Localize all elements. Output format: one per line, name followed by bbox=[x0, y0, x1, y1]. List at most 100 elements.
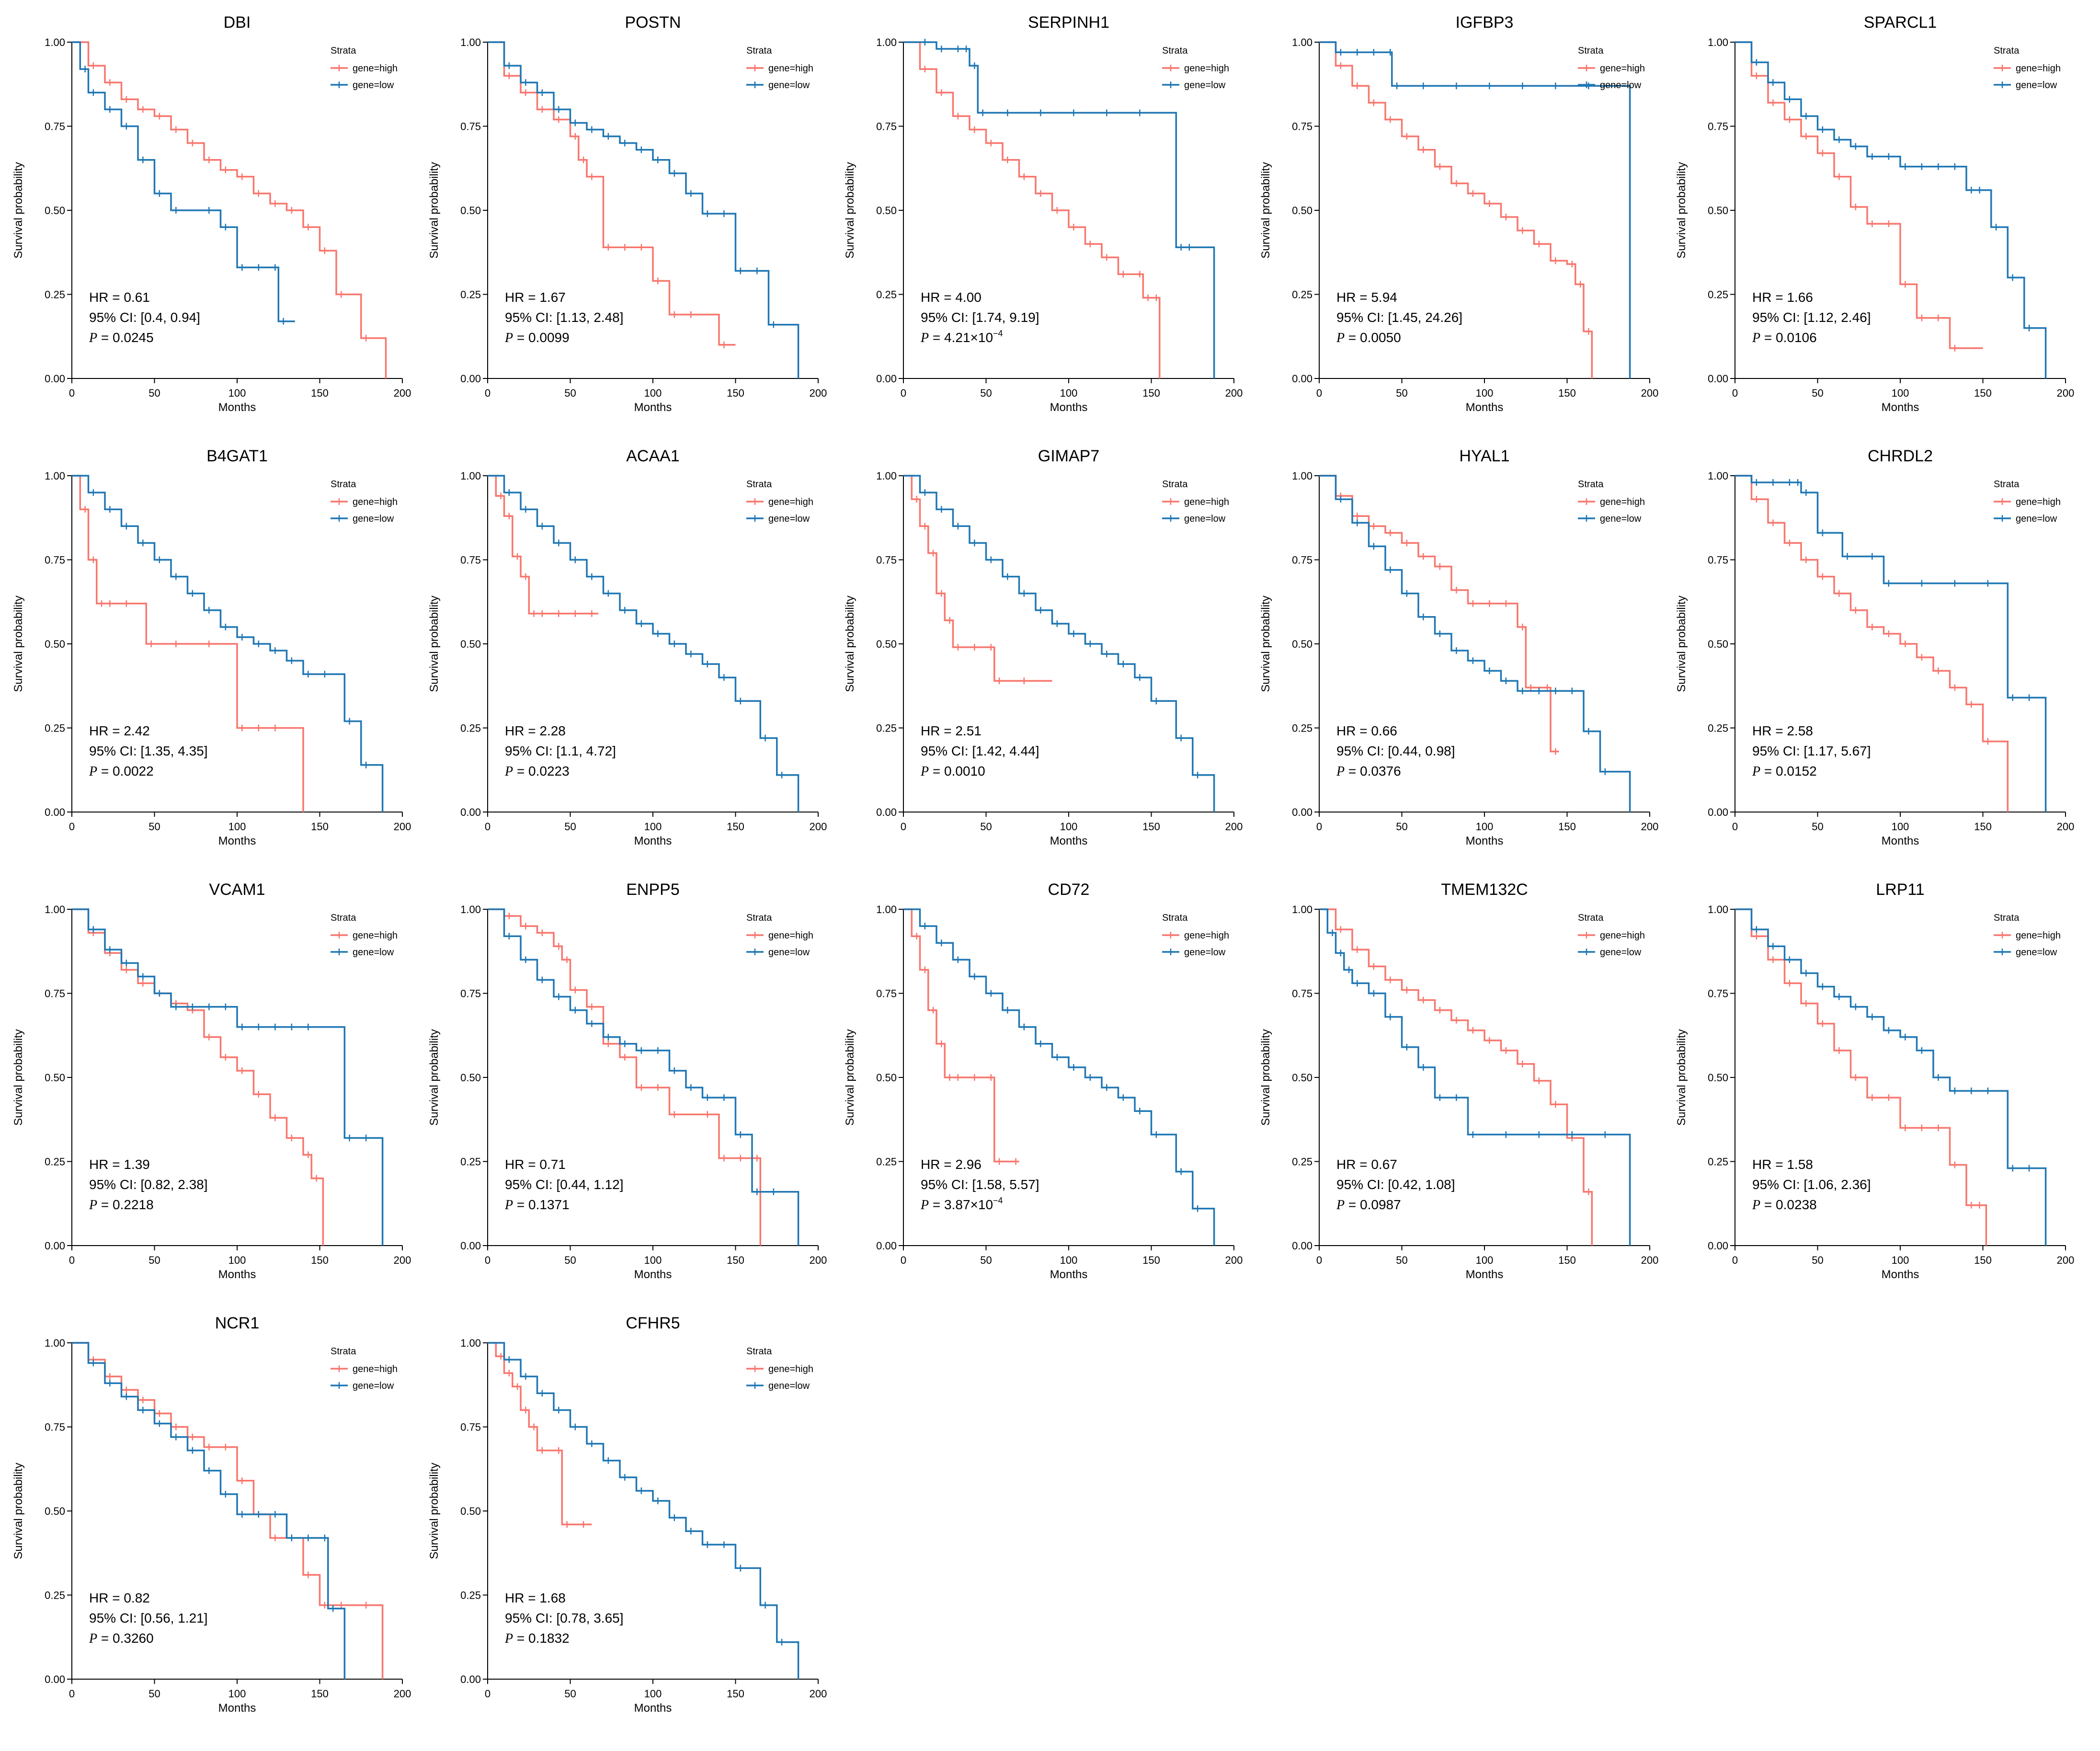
legend-label-low: gene=low bbox=[2016, 80, 2057, 91]
y-tick-label: 1.00 bbox=[1292, 36, 1312, 48]
legend-title: Strata bbox=[746, 913, 772, 923]
x-axis-label: Months bbox=[634, 1268, 672, 1281]
x-tick-label: 200 bbox=[1225, 821, 1243, 833]
p-value-text: = 0.0223 bbox=[513, 764, 570, 778]
km-curve-high bbox=[903, 908, 1019, 1163]
ci-annotation: 95% CI: [1.1, 4.72] bbox=[505, 744, 616, 758]
x-tick-label: 200 bbox=[810, 1688, 827, 1700]
km-curve-high bbox=[1319, 908, 1593, 1246]
hr-annotation: HR = 1.39 bbox=[89, 1157, 150, 1172]
y-tick-label: 1.00 bbox=[1292, 470, 1312, 482]
ci-annotation: 95% CI: [0.4, 0.94] bbox=[89, 310, 200, 325]
legend-label-low: gene=low bbox=[1184, 514, 1226, 524]
km-curve-high bbox=[488, 1342, 592, 1525]
y-tick-label: 0.50 bbox=[45, 1505, 65, 1517]
x-tick-label: 100 bbox=[644, 1688, 662, 1700]
p-symbol: P bbox=[504, 1631, 513, 1646]
legend-title: Strata bbox=[331, 479, 356, 490]
x-tick-label: 100 bbox=[1060, 821, 1078, 833]
p-symbol: P bbox=[504, 1198, 513, 1213]
km-panel-lrp11: LRP11 0 50 100 150 200 0.00 0.25 0.50 0.75 1.00 Mon… bbox=[1675, 881, 2074, 1281]
x-tick-label: 150 bbox=[311, 1688, 329, 1700]
chart-title: VCAM1 bbox=[209, 881, 265, 899]
km-curve-low bbox=[1735, 475, 2047, 812]
legend: Strata gene=high gene=low bbox=[746, 1346, 813, 1391]
km-panel-serpinh1: SERPINH1 0 50 100 150 200 0.00 0.25 0.50 0.75 1.00… bbox=[844, 13, 1243, 414]
y-tick-label: 1.00 bbox=[45, 470, 65, 482]
legend-label-low: gene=low bbox=[1600, 80, 1642, 91]
legend-label-low: gene=low bbox=[1600, 514, 1642, 524]
km-curve-low bbox=[1735, 908, 2047, 1246]
y-tick-label: 0.00 bbox=[460, 373, 481, 385]
y-tick-label: 0.00 bbox=[460, 806, 481, 818]
hr-annotation: HR = 1.58 bbox=[1752, 1157, 1813, 1172]
x-tick-label: 200 bbox=[1225, 387, 1243, 399]
y-tick-label: 0.75 bbox=[876, 988, 897, 1000]
y-tick-label: 0.00 bbox=[460, 1240, 481, 1252]
y-axis-label: Survival probability bbox=[12, 162, 25, 258]
x-tick-label: 50 bbox=[1812, 387, 1823, 399]
km-panel-cfhr5: CFHR5 0 50 100 150 200 0.00 0.25 0.50 0.75 1.00 Mon… bbox=[428, 1314, 827, 1715]
y-tick-label: 0.25 bbox=[460, 722, 481, 734]
y-tick-label: 0.50 bbox=[876, 638, 897, 650]
x-tick-label: 50 bbox=[980, 821, 992, 833]
y-tick-label: 0.25 bbox=[1708, 722, 1728, 734]
p-symbol: P bbox=[1752, 331, 1760, 345]
legend-label-low: gene=low bbox=[1184, 947, 1226, 958]
km-panel-postn: POSTN 0 50 100 150 200 0.00 0.25 0.50 0.75 1.00 Mon… bbox=[428, 13, 827, 414]
y-axis-label: Survival probability bbox=[428, 162, 441, 258]
y-tick-label: 0.00 bbox=[45, 1240, 65, 1252]
hr-annotation: HR = 2.58 bbox=[1752, 723, 1813, 738]
y-axis-label: Survival probability bbox=[1675, 595, 1688, 692]
p-value-text: = bbox=[929, 330, 944, 345]
y-tick-label: 1.00 bbox=[460, 1337, 481, 1349]
x-tick-label: 100 bbox=[1060, 1254, 1078, 1266]
legend-title: Strata bbox=[746, 46, 772, 56]
x-tick-label: 0 bbox=[1732, 1254, 1738, 1266]
p-value-annotation: P = 0.0099 bbox=[504, 330, 570, 345]
y-tick-label: 0.00 bbox=[45, 373, 65, 385]
x-tick-label: 0 bbox=[69, 821, 75, 833]
ci-annotation: 95% CI: [1.45, 24.26] bbox=[1336, 310, 1462, 325]
x-tick-label: 200 bbox=[2057, 387, 2075, 399]
p-value-annotation: P = 4.21×10−4 bbox=[920, 329, 1003, 345]
x-axis-label: Months bbox=[634, 835, 672, 847]
ci-annotation: 95% CI: [0.82, 2.38] bbox=[89, 1177, 208, 1192]
p-value-annotation: P = 0.2218 bbox=[89, 1197, 154, 1213]
km-curve-low bbox=[488, 1342, 799, 1679]
p-value-annotation: P = 0.1832 bbox=[504, 1631, 570, 1646]
y-tick-label: 0.50 bbox=[1708, 638, 1728, 650]
p-symbol: P bbox=[89, 764, 97, 779]
p-value-annotation: P = 0.0050 bbox=[1336, 330, 1401, 345]
legend-label-low: gene=low bbox=[353, 947, 394, 958]
hr-annotation: HR = 1.68 bbox=[505, 1591, 566, 1605]
km-curve-low bbox=[72, 908, 384, 1246]
x-tick-label: 150 bbox=[311, 821, 329, 833]
hr-annotation: HR = 2.51 bbox=[921, 723, 982, 738]
x-tick-label: 200 bbox=[2057, 821, 2075, 833]
legend: Strata gene=high gene=low bbox=[1994, 479, 2061, 524]
km-curve-low bbox=[903, 41, 1215, 378]
y-tick-label: 1.00 bbox=[1292, 904, 1312, 916]
x-tick-label: 100 bbox=[1476, 1254, 1494, 1266]
p-symbol: P bbox=[1336, 1198, 1345, 1213]
y-tick-label: 0.75 bbox=[460, 988, 481, 1000]
p-symbol: P bbox=[89, 331, 97, 345]
p-value-exponent: −4 bbox=[993, 1196, 1003, 1205]
hr-annotation: HR = 2.42 bbox=[89, 723, 150, 738]
x-tick-label: 50 bbox=[564, 821, 576, 833]
y-tick-label: 1.00 bbox=[45, 1337, 65, 1349]
x-tick-label: 100 bbox=[228, 821, 246, 833]
chart-title: NCR1 bbox=[215, 1314, 260, 1332]
y-tick-label: 0.50 bbox=[460, 1505, 481, 1517]
x-axis-label: Months bbox=[1882, 401, 1919, 414]
km-panel-acaa1: ACAA1 0 50 100 150 200 0.00 0.25 0.50 0.75 1.00 Mon… bbox=[428, 447, 827, 847]
x-axis-label: Months bbox=[1050, 835, 1088, 847]
p-value-text: = 0.0022 bbox=[97, 764, 154, 778]
y-tick-label: 1.00 bbox=[1708, 36, 1728, 48]
km-curve-high bbox=[1735, 41, 1983, 349]
x-tick-label: 50 bbox=[148, 1254, 160, 1266]
km-panel-ncr1: NCR1 0 50 100 150 200 0.00 0.25 0.50 0.75 1.00 Mont… bbox=[12, 1314, 411, 1715]
p-value-annotation: P = 0.0152 bbox=[1752, 764, 1817, 779]
